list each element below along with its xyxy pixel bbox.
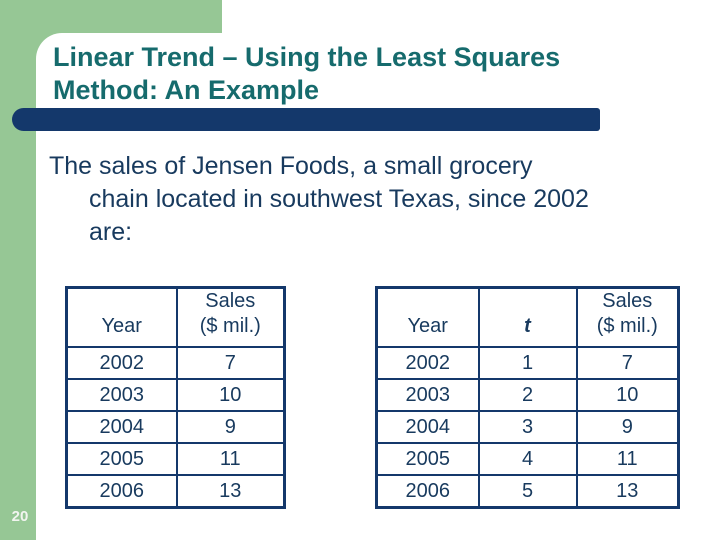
year-cell: 2003 xyxy=(65,378,178,412)
sales-cell: 11 xyxy=(575,442,680,476)
year-cell: 2006 xyxy=(65,474,178,509)
table-row: 2005 4 11 xyxy=(375,442,680,476)
column-header-sales: Sales ($ mil.) xyxy=(575,286,680,348)
slide-title: Linear Trend – Using the Least Squares M… xyxy=(53,41,693,107)
table-row: 2005 11 xyxy=(65,442,286,476)
column-header-year: Year xyxy=(65,286,178,348)
table-row: 2006 5 13 xyxy=(375,474,680,509)
page-number: 20 xyxy=(11,508,29,525)
header-label: Year xyxy=(101,315,142,337)
t-cell: 3 xyxy=(477,410,578,444)
header-label: Sales xyxy=(205,290,256,312)
sales-cell: 10 xyxy=(175,378,286,412)
table-header-row: Year t Sales ($ mil.) xyxy=(375,286,680,348)
sales-cell: 13 xyxy=(575,474,680,509)
sales-cell: 9 xyxy=(175,410,286,444)
table-row: 2004 3 9 xyxy=(375,410,680,444)
table-row: 2002 1 7 xyxy=(375,346,680,380)
table-row: 2003 2 10 xyxy=(375,378,680,412)
header-label: t xyxy=(524,315,531,337)
title-underline-bar xyxy=(12,108,600,131)
body-text-line: The sales of Jensen Foods, a small groce… xyxy=(49,152,533,180)
table-row: 2006 13 xyxy=(65,474,286,509)
year-cell: 2004 xyxy=(375,410,480,444)
green-sidebar xyxy=(0,0,36,540)
table-row: 2003 10 xyxy=(65,378,286,412)
table-header-row: Year Sales ($ mil.) xyxy=(65,286,286,348)
t-cell: 4 xyxy=(477,442,578,476)
sales-cell: 9 xyxy=(575,410,680,444)
body-text-line: are: xyxy=(89,218,133,246)
year-cell: 2003 xyxy=(375,378,480,412)
sales-cell: 13 xyxy=(175,474,286,509)
year-sales-table: Year Sales ($ mil.) 2002 7 2003 10 2004 … xyxy=(65,286,286,509)
table-row: 2004 9 xyxy=(65,410,286,444)
t-cell: 5 xyxy=(477,474,578,509)
column-header-t: t xyxy=(477,286,578,348)
table-row: 2002 7 xyxy=(65,346,286,380)
t-cell: 2 xyxy=(477,378,578,412)
sales-cell: 10 xyxy=(575,378,680,412)
sales-cell: 11 xyxy=(175,442,286,476)
sales-cell: 7 xyxy=(175,346,286,380)
header-label: ($ mil.) xyxy=(596,315,658,337)
header-label: Sales xyxy=(602,290,653,312)
year-cell: 2006 xyxy=(375,474,480,509)
year-cell: 2002 xyxy=(375,346,480,380)
year-cell: 2005 xyxy=(375,442,480,476)
t-cell: 1 xyxy=(477,346,578,380)
year-t-sales-table: Year t Sales ($ mil.) 2002 1 7 2003 2 10… xyxy=(375,286,680,509)
header-label: ($ mil.) xyxy=(199,315,261,337)
header-label: Year xyxy=(407,315,448,337)
column-header-sales: Sales ($ mil.) xyxy=(175,286,286,348)
column-header-year: Year xyxy=(375,286,480,348)
year-cell: 2004 xyxy=(65,410,178,444)
year-cell: 2005 xyxy=(65,442,178,476)
year-cell: 2002 xyxy=(65,346,178,380)
slide-title-line1: Linear Trend – Using the Least Squares xyxy=(53,42,561,72)
body-text-line: chain located in southwest Texas, since … xyxy=(89,185,589,213)
sales-cell: 7 xyxy=(575,346,680,380)
slide-title-line2: Method: An Example xyxy=(53,75,320,105)
